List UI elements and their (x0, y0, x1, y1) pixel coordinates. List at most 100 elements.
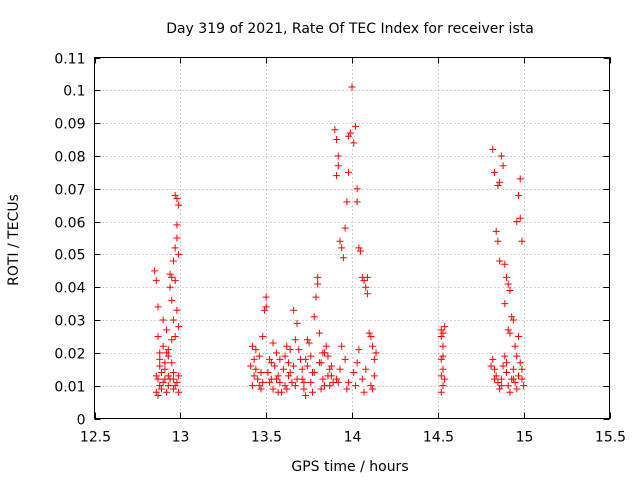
data-point (333, 172, 341, 180)
data-point (266, 355, 274, 363)
data-point (496, 257, 504, 265)
data-point (302, 355, 310, 363)
data-point (309, 388, 317, 396)
data-point (159, 378, 167, 386)
data-point (310, 369, 318, 377)
data-point (506, 388, 514, 396)
y-tick-label: 0.04 (54, 281, 85, 297)
data-points (151, 83, 528, 400)
data-point (439, 382, 447, 390)
y-tick-label: 0.02 (54, 347, 85, 363)
data-point (341, 355, 349, 363)
data-point (358, 375, 366, 383)
data-point (173, 378, 181, 386)
data-point (324, 352, 332, 360)
data-point (166, 375, 174, 383)
data-point (269, 339, 277, 347)
data-point (290, 362, 298, 370)
data-point (284, 359, 292, 367)
data-point (441, 375, 449, 383)
data-point (518, 365, 526, 373)
data-point (283, 342, 291, 350)
data-point (315, 329, 323, 337)
x-tick-label: 15.5 (595, 430, 626, 446)
data-point (345, 378, 353, 386)
data-point (267, 359, 275, 367)
data-point (437, 372, 445, 380)
data-point (489, 145, 497, 153)
data-point (260, 306, 268, 314)
data-point (159, 316, 167, 324)
data-point (248, 342, 256, 350)
data-point (367, 382, 375, 390)
data-point (171, 332, 179, 340)
data-point (518, 375, 526, 383)
data-point (271, 362, 279, 370)
data-point (272, 349, 280, 357)
data-point (331, 126, 339, 134)
data-point (370, 372, 378, 380)
grid (94, 57, 610, 419)
data-point (168, 336, 176, 344)
data-point (252, 346, 260, 354)
data-point (338, 244, 346, 252)
data-point (509, 316, 517, 324)
data-point (262, 303, 270, 311)
data-point (516, 175, 524, 183)
data-point (355, 244, 363, 252)
data-point (441, 323, 449, 331)
data-point (279, 365, 287, 373)
data-point (496, 178, 504, 186)
data-point (369, 342, 377, 350)
data-point (494, 237, 502, 245)
data-point (333, 375, 341, 383)
data-point (319, 375, 327, 383)
data-point (437, 355, 445, 363)
data-point (307, 378, 315, 386)
data-point (250, 355, 258, 363)
data-point (298, 365, 306, 373)
data-point (351, 382, 359, 390)
y-tick-label: 0.1 (63, 84, 85, 100)
data-point (506, 287, 514, 295)
data-point (351, 122, 359, 130)
data-point (163, 349, 171, 357)
data-point (360, 388, 368, 396)
y-tick-label: 0.07 (54, 183, 85, 199)
data-point (169, 369, 177, 377)
data-point (494, 378, 502, 386)
data-point (496, 385, 504, 393)
data-point (497, 375, 505, 383)
data-point (437, 332, 445, 340)
data-point (264, 369, 272, 377)
data-point (362, 365, 370, 373)
data-point (163, 388, 171, 396)
data-point (166, 270, 174, 278)
data-point (307, 352, 315, 360)
data-point (154, 303, 162, 311)
data-point (163, 326, 171, 334)
data-point (516, 359, 524, 367)
data-point (324, 372, 332, 380)
data-point (255, 382, 263, 390)
data-point (353, 359, 361, 367)
data-point (321, 349, 329, 357)
data-point (326, 365, 334, 373)
data-point (439, 365, 447, 373)
data-point (336, 237, 344, 245)
data-point (516, 214, 524, 222)
data-point (255, 352, 263, 360)
data-point (504, 280, 512, 288)
data-point (281, 352, 289, 360)
data-point (152, 388, 160, 396)
data-point (489, 355, 497, 363)
data-point (168, 273, 176, 281)
data-point (302, 392, 310, 400)
data-point (154, 332, 162, 340)
data-point (254, 375, 262, 383)
data-point (169, 316, 177, 324)
data-point (257, 369, 265, 377)
data-point (169, 385, 177, 393)
data-point (312, 293, 320, 301)
